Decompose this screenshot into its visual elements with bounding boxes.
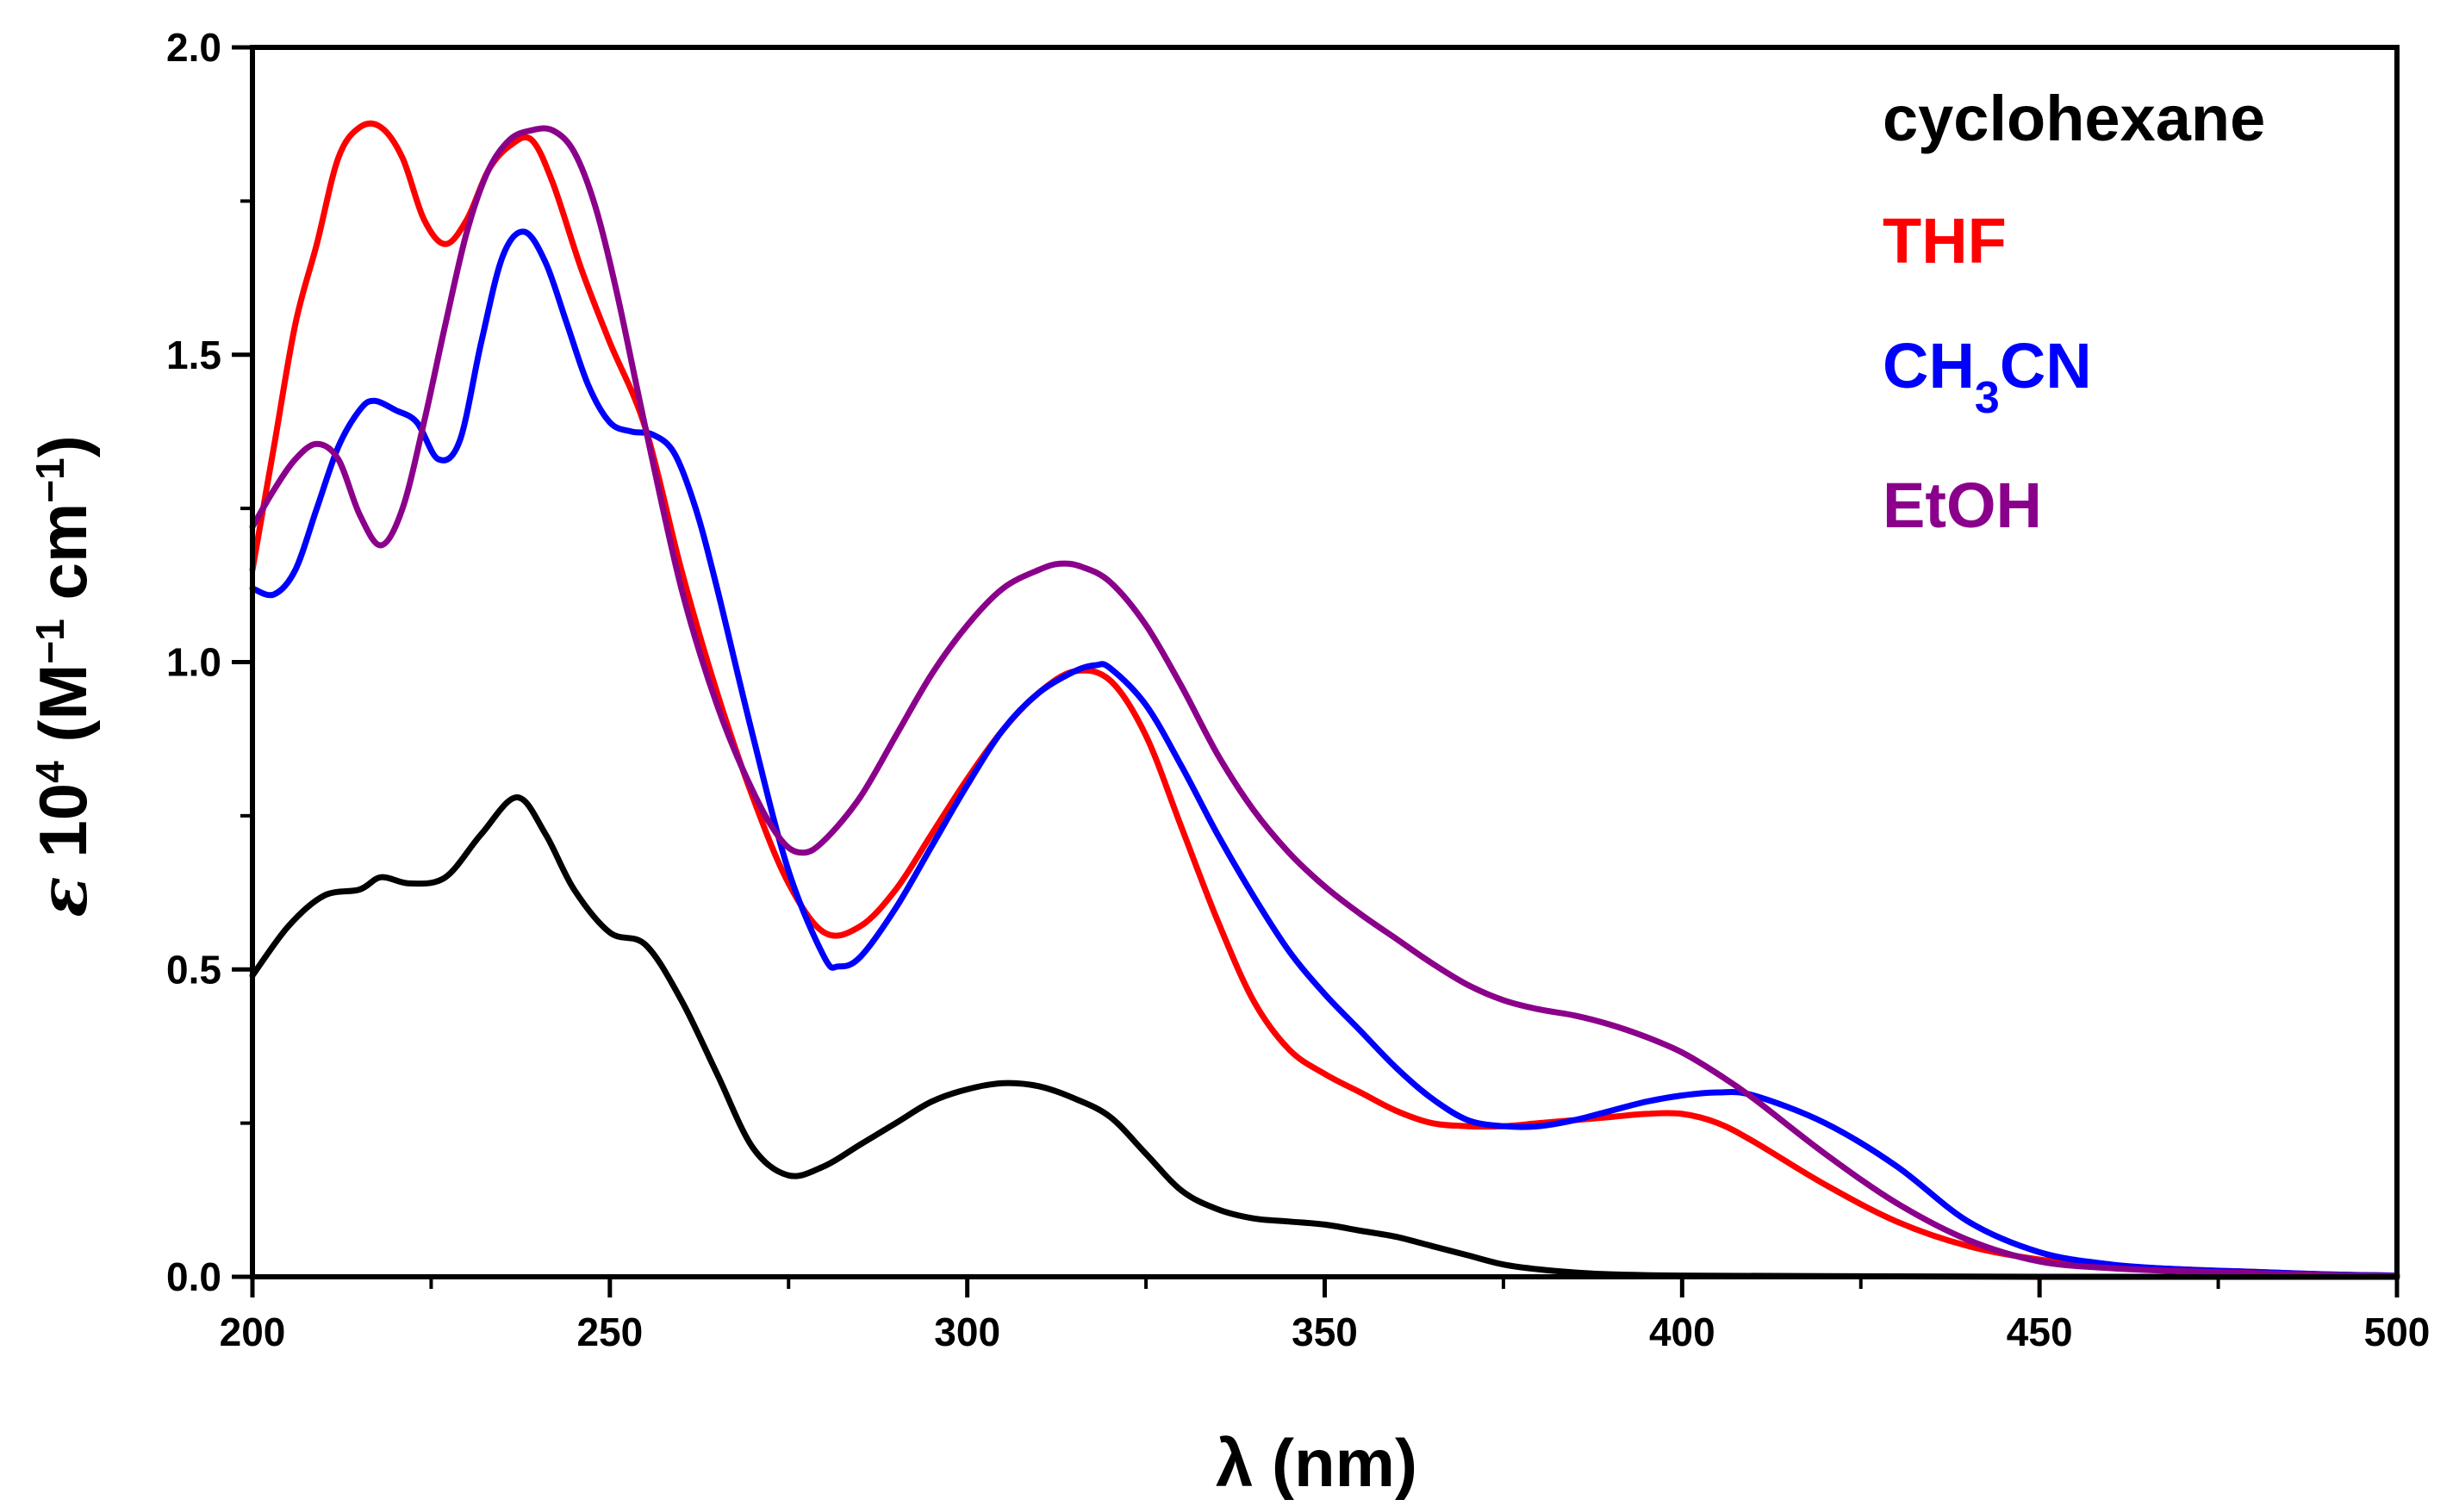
y-axis-space-2 — [25, 743, 101, 762]
y-tick-label: 1.5 — [166, 333, 221, 377]
major-ticks — [232, 45, 2400, 1297]
series-line-etoh — [249, 125, 2400, 1279]
x-axis-title: λ (nm) — [1216, 1425, 1417, 1501]
x-tick-label: 400 — [1649, 1310, 1715, 1354]
x-tick-label: 450 — [2007, 1310, 2073, 1354]
plot-frame — [250, 45, 2400, 1279]
y-axis-title: ε 104 (M−1 cm−1) — [24, 435, 103, 917]
y-tick-label: 2.0 — [166, 25, 221, 70]
x-tick-label: 250 — [576, 1310, 643, 1354]
y-axis-base: 10 — [25, 783, 101, 858]
y-axis-unit-close: ) — [25, 435, 101, 457]
series-line-cyclohexane — [249, 794, 2400, 1280]
series-line-ch3cn — [249, 228, 2400, 1279]
legend-item-cyclohexane: cyclohexane — [1883, 83, 2265, 154]
y-axis-unit-exp1: −1 — [28, 619, 72, 663]
x-tick-label: 500 — [2364, 1310, 2431, 1354]
legend: cyclohexane THF CH3CN EtOH — [1883, 83, 2265, 541]
y-axis-space — [25, 858, 101, 877]
series-group — [249, 120, 2400, 1280]
y-axis-symbol: ε — [24, 876, 103, 917]
x-tick-label: 200 — [220, 1310, 286, 1354]
y-tick-label: 0.5 — [166, 947, 221, 992]
y-tick-label: 0.0 — [166, 1254, 221, 1299]
y-tick-label: 1.0 — [166, 640, 221, 685]
y-axis-unit-exp2: −1 — [28, 457, 72, 502]
legend-item-etoh: EtOH — [1883, 470, 2042, 541]
y-axis-unit-mid: cm — [25, 503, 101, 619]
y-axis-exp: 4 — [28, 761, 72, 783]
legend-ch3cn-main: CH — [1883, 330, 1975, 401]
x-tick-label: 350 — [1292, 1310, 1358, 1354]
x-tick-label: 300 — [934, 1310, 1000, 1354]
legend-item-ch3cn: CH3CN — [1883, 330, 2092, 423]
legend-item-thf: THF — [1883, 205, 2007, 277]
y-tick-labels: 0.0 0.5 1.0 1.5 2.0 — [166, 25, 221, 1299]
x-tick-labels: 200 250 300 350 400 450 500 — [220, 1310, 2431, 1354]
legend-ch3cn-sub: 3 — [1975, 373, 2000, 423]
legend-ch3cn-tail: CN — [2000, 330, 2092, 401]
y-axis-unit-open: (M — [25, 664, 101, 743]
